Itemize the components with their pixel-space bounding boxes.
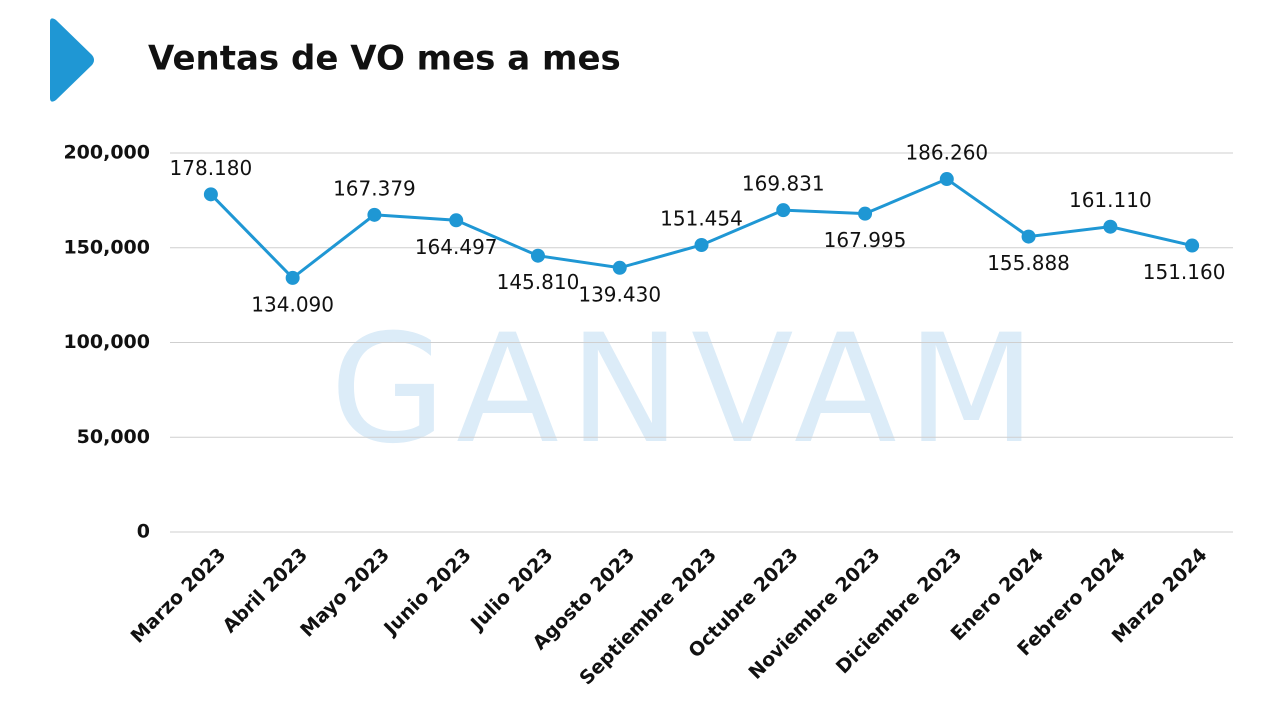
marker: [776, 203, 791, 218]
title-icon: [50, 18, 94, 102]
data-label: 186.260: [905, 141, 988, 165]
data-label: 161.110: [1069, 188, 1152, 212]
data-label: 151.160: [1143, 260, 1226, 284]
marker: [449, 213, 464, 228]
watermark: GANVAM: [330, 303, 1046, 477]
marker: [612, 260, 627, 275]
data-label: 134.090: [251, 292, 334, 316]
marker: [939, 172, 954, 187]
marker: [367, 207, 382, 222]
marker: [1103, 219, 1118, 234]
data-label: 164.497: [415, 235, 498, 259]
y-tick-label: 0: [137, 521, 150, 543]
marker: [1021, 229, 1036, 244]
y-tick-label: 150,000: [63, 236, 150, 258]
x-tick-label: Septiembre 2023: [575, 544, 721, 690]
data-label: 139.430: [578, 282, 661, 306]
marker: [858, 206, 873, 221]
data-label: 178.180: [170, 156, 253, 180]
x-tick-label: Marzo 2023: [127, 544, 231, 648]
data-label: 155.888: [987, 251, 1070, 275]
data-label: 167.995: [824, 228, 907, 252]
data-label: 167.379: [333, 176, 416, 200]
y-tick-label: 100,000: [63, 331, 150, 353]
data-label: 145.810: [497, 270, 580, 294]
marker: [1185, 238, 1200, 253]
y-tick-label: 50,000: [77, 426, 150, 448]
data-label: 169.831: [742, 172, 825, 196]
data-label: 151.454: [660, 206, 743, 230]
x-tick-label: Junio 2023: [379, 544, 476, 641]
marker: [203, 187, 218, 202]
chart-title: Ventas de VO mes a mes: [148, 39, 621, 79]
marker: [285, 270, 300, 285]
marker: [530, 248, 545, 263]
y-tick-label: 200,000: [63, 142, 150, 164]
marker: [694, 237, 709, 252]
x-tick-label: Julio 2023: [465, 544, 557, 636]
